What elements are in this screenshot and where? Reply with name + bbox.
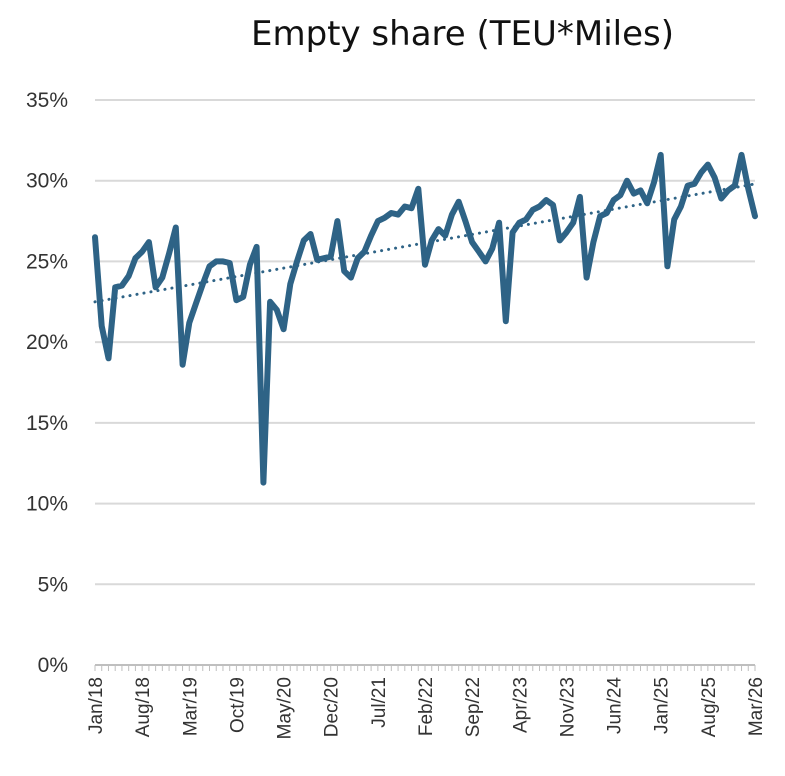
x-tick-label: Oct/19	[227, 677, 248, 733]
x-tick-label: Feb/22	[416, 677, 437, 736]
series-line	[92, 151, 758, 486]
y-tick-label: 15%	[26, 412, 68, 435]
x-tick-label: Jan/25	[652, 677, 673, 734]
chart-title: Empty share (TEU*Miles)	[250, 14, 675, 54]
y-tick-label: 35%	[26, 89, 68, 112]
x-tick-label: Jun/24	[605, 677, 626, 734]
plot-area	[92, 151, 758, 486]
x-axis-tick-labels: Jan/18 Aug/18 Mar/19 Oct/19 May/20 Dec/20 Jul/…	[86, 677, 767, 740]
x-tick-label: May/20	[275, 677, 296, 739]
x-tick-label: Mar/19	[180, 677, 201, 736]
x-tick-label: Aug/18	[133, 677, 154, 737]
y-tick-label: 5%	[38, 573, 68, 596]
y-tick-label: 10%	[26, 493, 68, 516]
x-tick-label: Aug/25	[699, 677, 720, 737]
x-tick-label: Sep/22	[463, 677, 484, 737]
y-axis-tick-labels: 0% 5% 10% 15% 20% 25% 30% 35%	[26, 89, 68, 677]
x-tick-label: Nov/23	[557, 677, 578, 737]
x-tick-label: Apr/23	[510, 677, 531, 733]
y-tick-label: 25%	[26, 250, 68, 273]
x-tick-label: Jul/21	[369, 677, 390, 728]
y-tick-label: 30%	[26, 170, 68, 193]
x-axis	[94, 664, 756, 671]
y-tick-label: 0%	[38, 654, 68, 677]
gridlines	[95, 99, 755, 586]
x-tick-label: Mar/26	[746, 677, 767, 736]
x-tick-label: Dec/20	[322, 677, 343, 737]
trend-line	[93, 182, 757, 304]
x-tick-label: Jan/18	[86, 677, 107, 734]
y-tick-label: 20%	[26, 331, 68, 354]
